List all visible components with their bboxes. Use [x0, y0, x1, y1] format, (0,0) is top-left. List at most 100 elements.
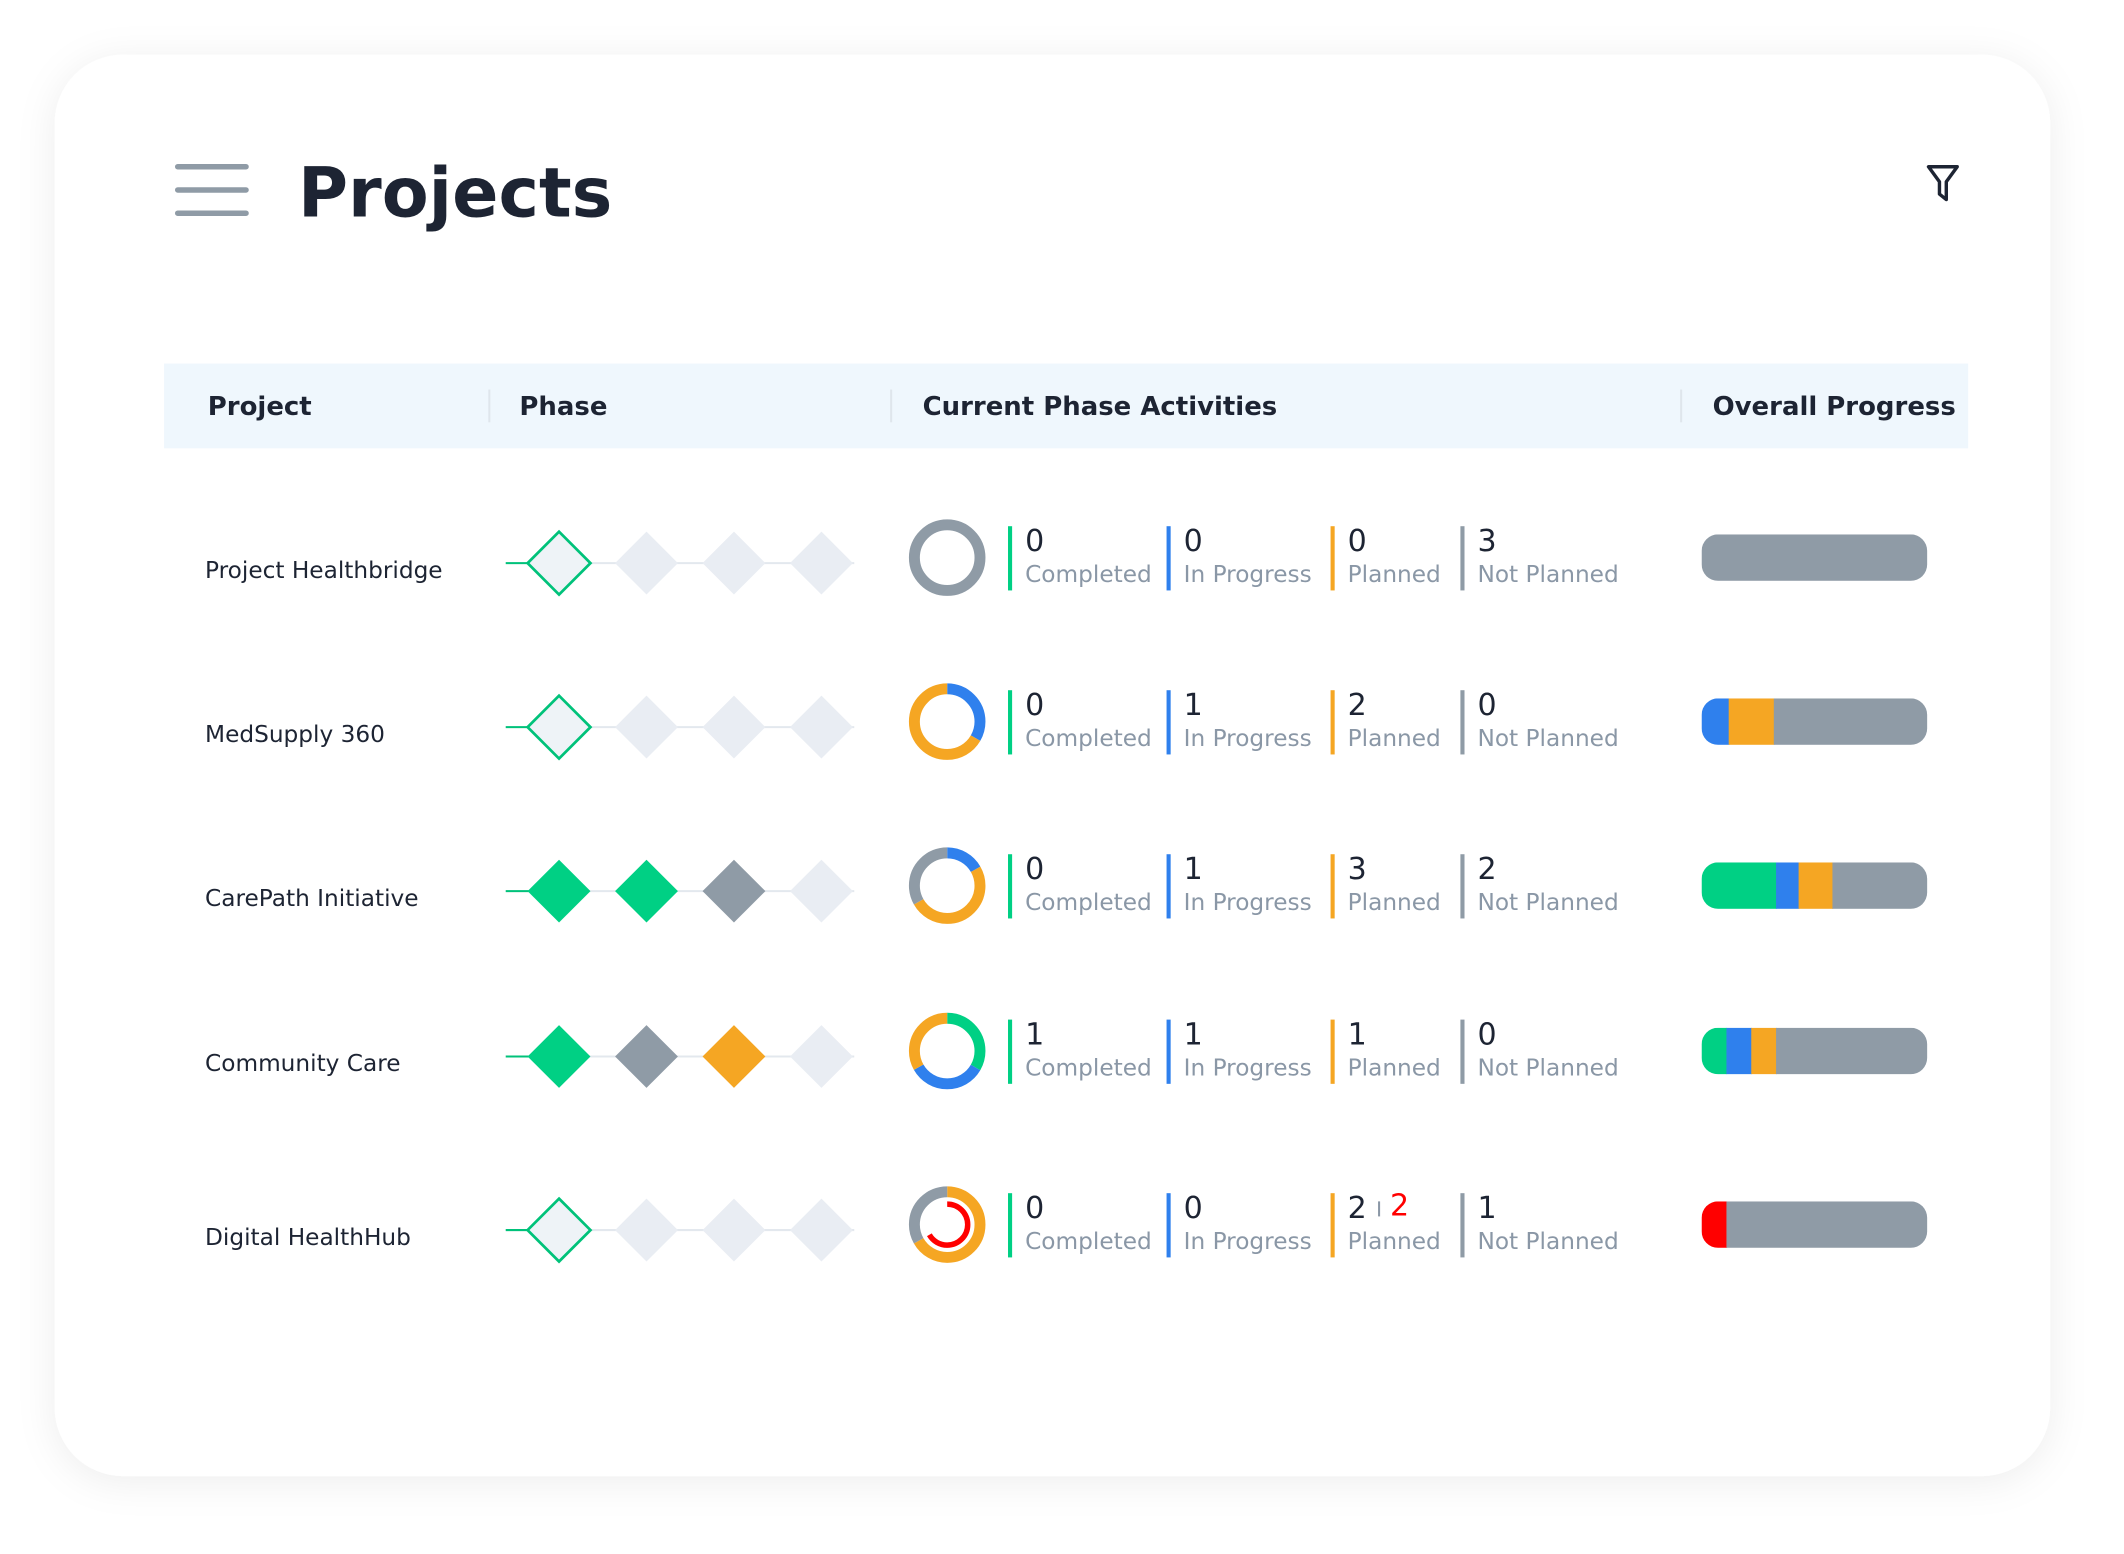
project-name: MedSupply 360: [205, 721, 385, 748]
project-name: Community Care: [205, 1050, 401, 1077]
phase-diamond: [790, 1198, 853, 1262]
filter-button[interactable]: [1926, 165, 1959, 202]
activity-count: 2: [1348, 688, 1367, 723]
activity-count: 1: [1184, 688, 1203, 723]
phase-diamond: [615, 1198, 678, 1262]
activity-bar: [1008, 690, 1013, 755]
activity-count: 1: [1477, 1191, 1496, 1226]
activity-count: 0: [1025, 688, 1044, 723]
activity-count: 0: [1477, 1017, 1496, 1052]
phase-diamond: [615, 531, 678, 595]
phase-diamond: [790, 531, 853, 595]
progress-bar: [1701, 698, 1928, 745]
activity-label: Not Planned: [1477, 725, 1618, 752]
activity-count: 1: [1184, 852, 1203, 887]
phase-diamond: [702, 1198, 766, 1262]
activity-count: 3: [1348, 852, 1367, 887]
activity-bar: [1008, 1019, 1013, 1084]
progress-segment: [1701, 698, 1730, 745]
activity-bar: [1330, 1193, 1335, 1258]
activity-bar: [1460, 526, 1465, 591]
activity-bar: [1008, 526, 1013, 591]
progress-segment: [1726, 1201, 1928, 1248]
activity-label: Completed: [1025, 1054, 1152, 1081]
activity-label: Not Planned: [1477, 889, 1618, 916]
activity-bar: [1166, 1193, 1171, 1258]
project-name: CarePath Initiative: [205, 885, 419, 912]
column-header: Overall Progress: [1713, 392, 1956, 422]
activity-count: 0: [1184, 524, 1203, 559]
activity-count: 0: [1184, 1191, 1203, 1226]
activity-label: Completed: [1025, 561, 1152, 588]
activity-bar: [1008, 1193, 1013, 1258]
progress-segment: [1776, 862, 1800, 909]
activity-bar: [1330, 690, 1335, 755]
progress-segment: [1773, 698, 1928, 745]
donut-segment: [908, 1186, 986, 1263]
activity-bar: [1008, 854, 1013, 919]
donut-segment: [908, 1012, 986, 1090]
activity-label: In Progress: [1184, 1228, 1312, 1255]
activity-count: 0: [1025, 1191, 1044, 1226]
activity-label: Planned: [1348, 1054, 1441, 1081]
page-title: Projects: [298, 155, 612, 234]
activity-label: In Progress: [1184, 1054, 1312, 1081]
phase-diamond: [525, 1196, 593, 1264]
activity-label: In Progress: [1184, 889, 1312, 916]
donut-segment: [908, 683, 986, 760]
donut-segment: [908, 1012, 986, 1090]
table-header: [164, 363, 1969, 449]
progress-segment: [1832, 862, 1928, 909]
activity-bar: [1460, 854, 1465, 919]
activity-bar: [1460, 1019, 1465, 1084]
activity-count: 0: [1348, 524, 1367, 559]
progress-bar: [1701, 1027, 1928, 1075]
activity-bar: [1166, 1019, 1171, 1084]
column-header: Current Phase Activities: [923, 392, 1278, 422]
activity-count: 1: [1348, 1017, 1367, 1052]
activity-count: 2: [1348, 1191, 1367, 1226]
progress-segment: [1701, 1027, 1728, 1075]
column-header: Project: [208, 392, 312, 422]
activity-bar: [1166, 854, 1171, 919]
overdue-ring: [923, 1201, 971, 1248]
project-name: Digital HealthHub: [205, 1224, 411, 1251]
progress-segment: [1726, 1027, 1752, 1075]
menu-button[interactable]: [174, 164, 249, 216]
activity-label: Completed: [1025, 725, 1152, 752]
activity-label: Completed: [1025, 889, 1152, 916]
phase-diamond: [615, 859, 678, 923]
phase-diamond: [527, 859, 591, 923]
activity-bar: [1166, 690, 1171, 755]
activity-count: 0: [1477, 688, 1496, 723]
progress-bar: [1701, 534, 1928, 581]
activity-label: In Progress: [1184, 725, 1312, 752]
activity-label: In Progress: [1184, 561, 1312, 588]
progress-bar: [1701, 1201, 1928, 1248]
activity-label: Planned: [1348, 561, 1441, 588]
activity-label: Planned: [1348, 889, 1441, 916]
progress-segment: [1701, 1201, 1728, 1248]
progress-segment: [1701, 862, 1777, 909]
activity-label: Planned: [1348, 1228, 1441, 1255]
activity-count: 0: [1025, 852, 1044, 887]
activity-label: Completed: [1025, 1228, 1152, 1255]
activity-label: Not Planned: [1477, 561, 1618, 588]
donut-segment: [908, 519, 986, 596]
activity-count: 1: [1025, 1017, 1044, 1052]
activity-label: Not Planned: [1477, 1228, 1618, 1255]
activity-bar: [1330, 1019, 1335, 1084]
activity-count: 2: [1477, 852, 1496, 887]
progress-segment: [1776, 1027, 1928, 1075]
activity-bar: [1166, 526, 1171, 591]
donut-segment: [908, 847, 986, 924]
progress-segment: [1798, 862, 1834, 909]
overdue-count: 2: [1390, 1188, 1409, 1223]
phase-diamond: [525, 529, 593, 597]
activity-bar: [1460, 690, 1465, 755]
progress-segment: [1751, 1027, 1777, 1075]
activity-bar: [1330, 854, 1335, 919]
progress-segment: [1701, 534, 1928, 581]
card: [54, 54, 2051, 1477]
